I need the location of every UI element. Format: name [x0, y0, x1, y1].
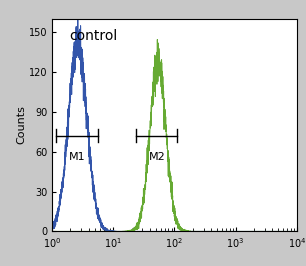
Text: M1: M1 [69, 152, 85, 162]
Text: M2: M2 [149, 152, 165, 162]
Y-axis label: Counts: Counts [16, 106, 26, 144]
Text: control: control [69, 29, 118, 43]
